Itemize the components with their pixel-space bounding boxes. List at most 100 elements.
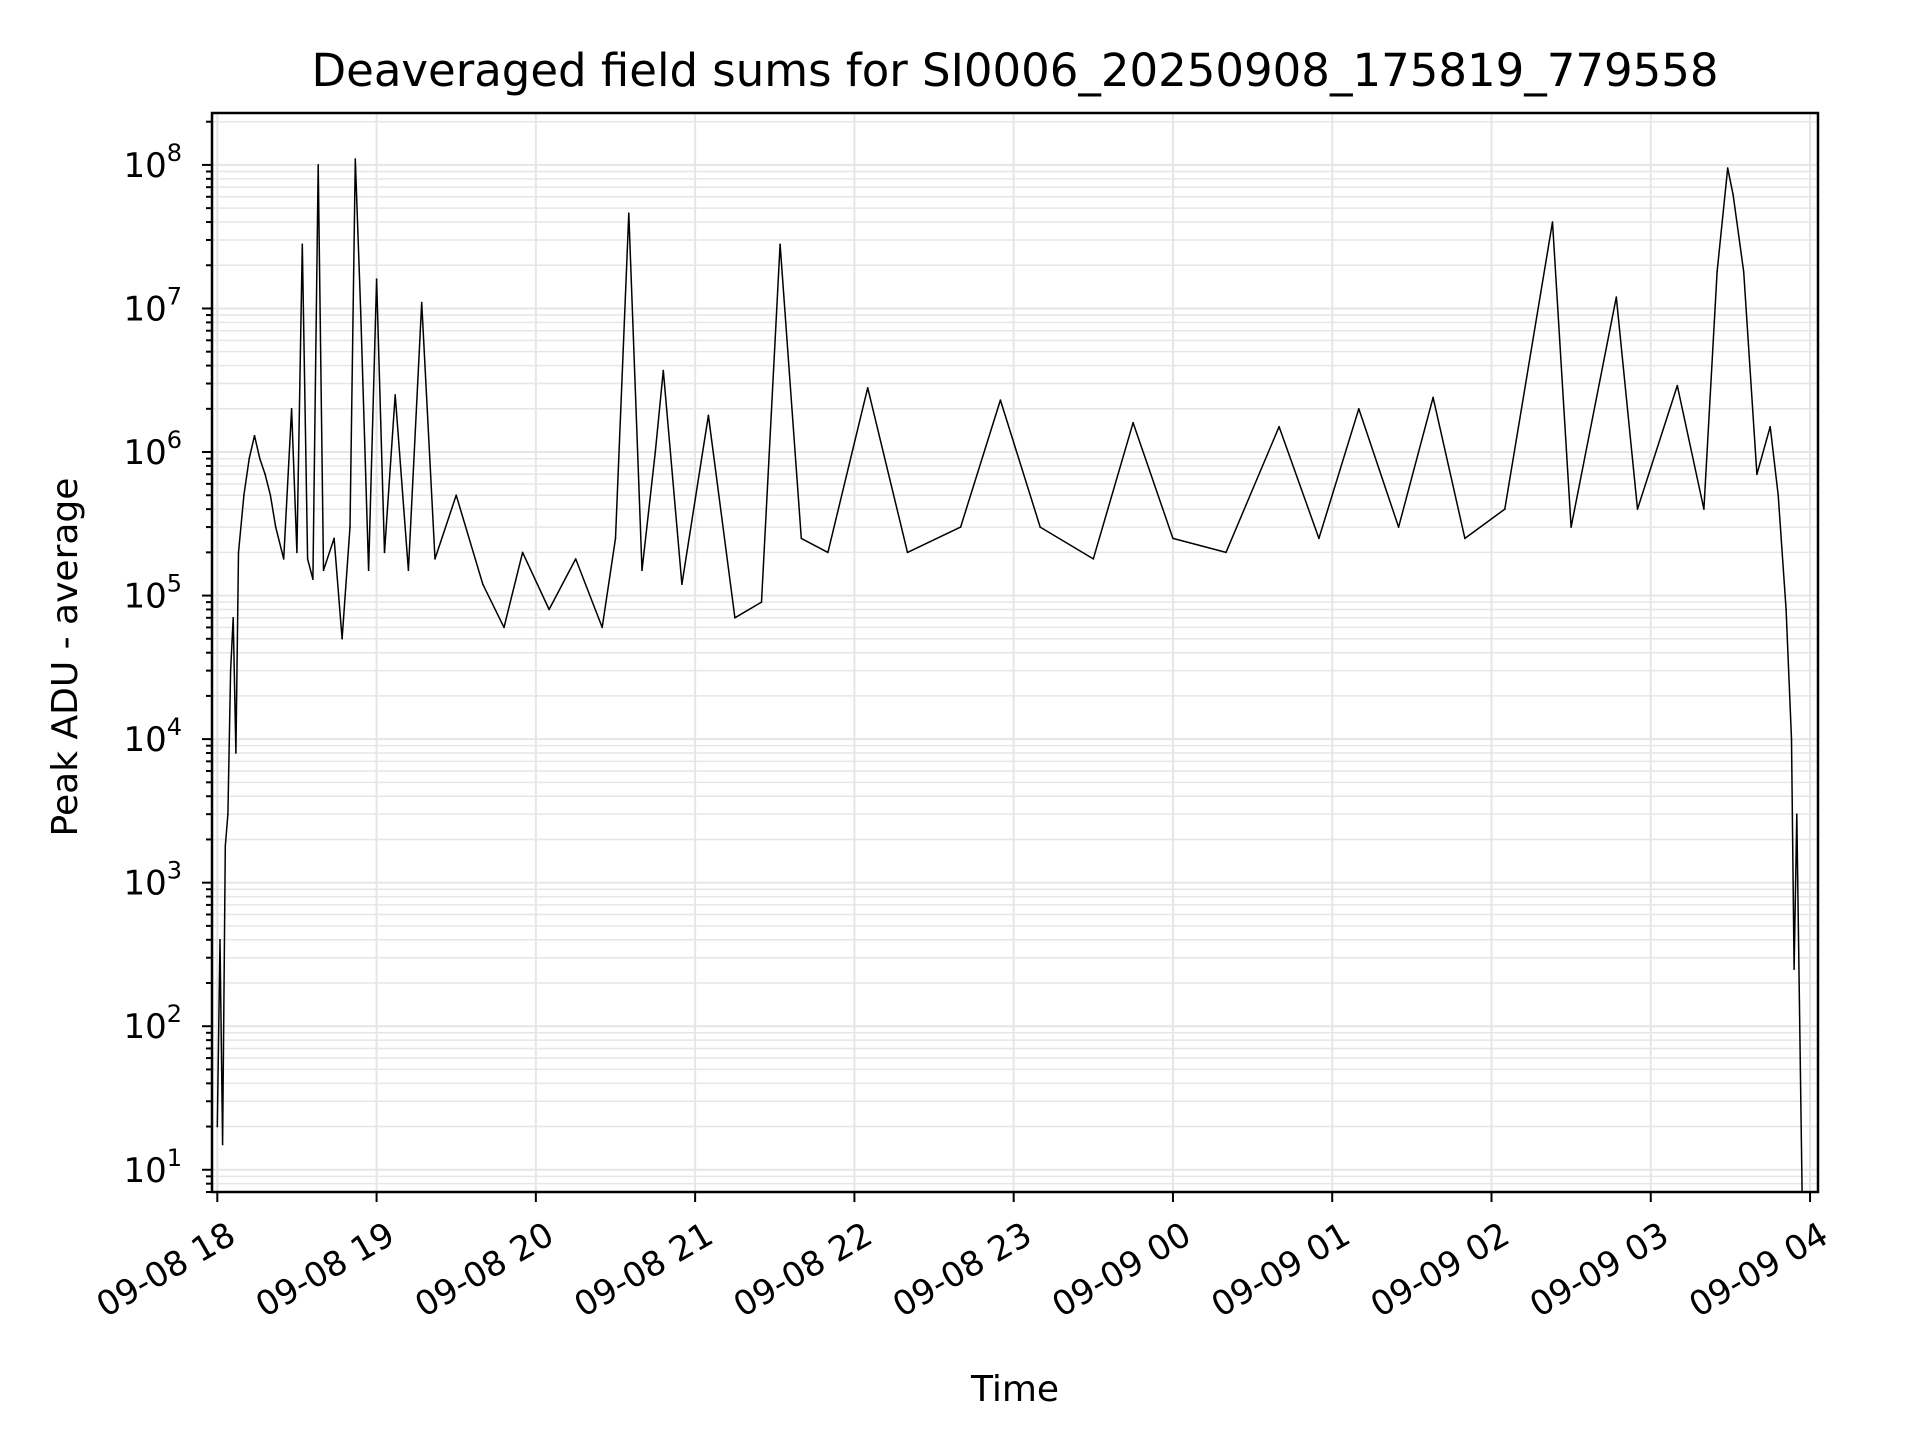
chart-title: Deaveraged field sums for SI0006_2025090…	[311, 44, 1718, 97]
data-point	[221, 1143, 224, 1146]
data-point	[322, 569, 325, 572]
data-point	[224, 845, 227, 847]
data-point	[248, 457, 250, 460]
data-point	[1615, 296, 1618, 298]
data-point	[628, 212, 630, 215]
data-point	[866, 387, 869, 389]
y-tick-exponent: 5	[167, 570, 182, 598]
data-point	[420, 301, 423, 304]
data-point	[269, 494, 272, 497]
data-point	[1785, 608, 1787, 611]
y-tick-base: 10	[123, 864, 166, 904]
data-point	[503, 626, 505, 629]
data-point	[1092, 558, 1095, 560]
y-tick-label: 104	[123, 713, 182, 760]
data-point	[1432, 396, 1434, 399]
data-point	[601, 626, 603, 629]
y-tick-base: 10	[123, 720, 166, 760]
series-layer	[216, 158, 1803, 1193]
data-point	[1742, 271, 1745, 273]
data-point	[232, 617, 234, 619]
data-point	[301, 243, 304, 246]
data-point	[827, 551, 829, 554]
data-point	[227, 813, 229, 815]
data-point	[1397, 526, 1400, 528]
data-point	[1796, 813, 1798, 815]
y-tick-exponent: 3	[167, 857, 182, 885]
data-point	[264, 473, 266, 476]
x-axis-title: Time	[970, 1369, 1059, 1410]
data-point	[219, 939, 221, 941]
data-point	[779, 243, 781, 246]
data-point	[394, 394, 397, 396]
y-axis-title: Peak ADU - average	[45, 478, 86, 837]
y-tick-exponent: 1	[167, 1144, 182, 1172]
data-point	[1790, 738, 1793, 740]
y-tick-base: 10	[123, 577, 166, 617]
data-point	[312, 578, 314, 580]
data-point	[521, 551, 524, 554]
y-tick-base: 10	[123, 146, 166, 186]
data-point	[1703, 508, 1705, 510]
y-tick-label: 102	[123, 1000, 182, 1047]
data-point	[614, 537, 617, 540]
data-point	[1225, 551, 1227, 554]
data-point	[367, 569, 370, 572]
data-point	[1132, 421, 1134, 424]
data-point	[1726, 167, 1729, 169]
data-point	[235, 752, 237, 754]
data-point	[1551, 221, 1554, 223]
data-point	[237, 551, 240, 554]
data-point	[1769, 425, 1771, 428]
data-point	[333, 537, 335, 540]
data-point	[1798, 1000, 1801, 1002]
data-point	[282, 558, 285, 560]
data-point	[216, 1125, 219, 1128]
y-tick-label: 105	[123, 570, 182, 617]
data-point	[341, 638, 343, 640]
y-tick-exponent: 6	[167, 426, 182, 454]
y-tick-base: 10	[123, 1007, 166, 1047]
data-point	[375, 278, 378, 281]
y-tick-label: 106	[123, 426, 182, 473]
y-tick-label: 108	[123, 139, 182, 186]
data-point	[274, 526, 277, 528]
y-tick-label: 103	[123, 857, 182, 904]
data-point	[1504, 508, 1506, 510]
series-line	[216, 158, 1803, 1193]
y-tick-base: 10	[123, 1151, 166, 1191]
data-point	[290, 408, 293, 410]
data-point	[1676, 384, 1679, 387]
data-point	[359, 310, 362, 313]
data-point	[734, 617, 736, 619]
y-tick-exponent: 2	[167, 1000, 182, 1028]
y-tick-base: 10	[123, 289, 166, 329]
data-point	[243, 494, 245, 497]
data-point	[959, 526, 962, 528]
data-point	[654, 451, 657, 453]
data-point	[1570, 526, 1572, 528]
data-point	[1756, 473, 1758, 476]
data-point	[641, 569, 643, 572]
data-point	[1636, 508, 1639, 510]
data-point	[317, 164, 320, 166]
data-point	[800, 537, 803, 540]
y-tick-label: 101	[123, 1144, 182, 1191]
data-point	[999, 399, 1002, 401]
data-point	[1039, 526, 1041, 528]
data-point	[1793, 968, 1795, 970]
data-point	[407, 569, 410, 572]
data-point	[306, 558, 309, 560]
data-point	[760, 601, 763, 603]
data-point	[548, 608, 550, 611]
y-tick-exponent: 4	[167, 713, 182, 741]
data-point	[1732, 193, 1734, 196]
y-tick-label: 107	[123, 282, 182, 329]
data-point	[1716, 271, 1718, 273]
data-point	[229, 669, 232, 672]
data-point	[681, 583, 683, 585]
data-point	[574, 558, 577, 560]
data-point	[259, 457, 261, 460]
